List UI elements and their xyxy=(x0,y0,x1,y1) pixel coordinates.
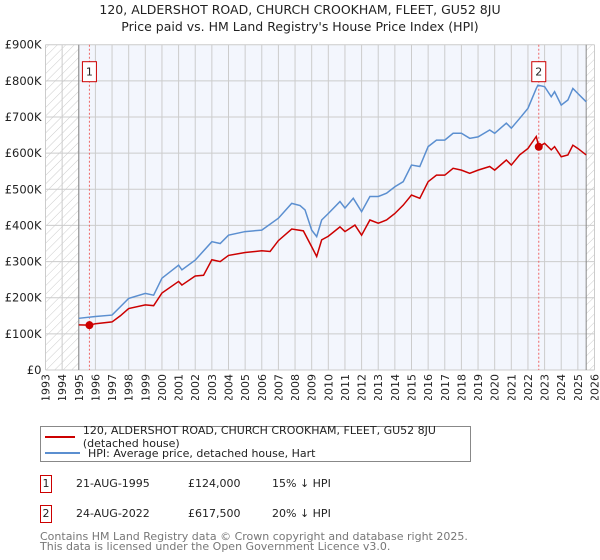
sale-badge: 2 xyxy=(40,505,52,523)
x-tick-label: 2018 xyxy=(455,374,468,400)
x-tick-label: 2009 xyxy=(306,374,319,400)
sale-date: 24-AUG-2022 xyxy=(76,507,150,520)
y-tick-label: £300K xyxy=(5,255,42,269)
x-tick-label: 2012 xyxy=(356,374,369,400)
property-price-line xyxy=(78,134,587,326)
y-tick-label: £800K xyxy=(5,74,42,88)
x-tick-label: 1994 xyxy=(56,374,69,400)
footer-licence: This data is licensed under the Open Gov… xyxy=(40,540,391,553)
legend: 120, ALDERSHOT ROAD, CHURCH CROOKHAM, FL… xyxy=(40,424,471,462)
x-tick-label: 2017 xyxy=(439,374,452,400)
y-tick-label: £500K xyxy=(5,182,42,196)
no-data-hatch-right xyxy=(586,44,595,370)
x-tick-label: 1993 xyxy=(40,374,53,400)
x-tick-label: 2010 xyxy=(322,374,335,400)
x-tick-label: 2002 xyxy=(189,374,202,400)
x-tick-label: 2020 xyxy=(489,374,502,400)
x-tick-label: 2013 xyxy=(372,374,385,400)
x-tick-label: 1997 xyxy=(106,374,119,400)
sale-badge: 1 xyxy=(40,475,52,493)
sale-annotation-box xyxy=(531,61,547,83)
sale-annotation-box xyxy=(81,61,97,83)
x-tick-label: 2015 xyxy=(406,374,419,400)
x-tick-label: 1999 xyxy=(139,374,152,400)
line-chart: 1993 1994 1995 1996 1997 1998 1999 2000 2001 2002… xyxy=(5,38,600,400)
x-tick-label: 2007 xyxy=(272,374,285,400)
sale-annotation-label: 1 xyxy=(86,66,93,79)
sale-date: 21-AUG-1995 xyxy=(76,477,150,490)
legend-item-hpi: HPI: Average price, detached house, Hart xyxy=(41,445,315,461)
sale-price: £124,000 xyxy=(188,477,241,490)
chart-subtitle: Price paid vs. HM Land Registry's House … xyxy=(121,19,479,34)
x-tick-label: 1996 xyxy=(89,374,102,400)
y-tick-label: £200K xyxy=(5,291,42,305)
x-tick-label: 2021 xyxy=(505,374,518,400)
x-tick-label: 1998 xyxy=(123,374,136,400)
x-tick-label: 2000 xyxy=(156,374,169,400)
y-tick-label: £400K xyxy=(5,218,42,232)
sale-point xyxy=(534,142,543,151)
x-tick-label: 2023 xyxy=(539,374,552,400)
sale-point xyxy=(85,321,94,330)
y-tick-label: £100K xyxy=(5,327,42,341)
sale-hpi-diff: 15% ↓ HPI xyxy=(272,477,331,490)
y-tick-label: £900K xyxy=(5,38,42,52)
x-tick-label: 2016 xyxy=(422,374,435,400)
legend-label: HPI: Average price, detached house, Hart xyxy=(88,446,316,460)
x-tick-label: 2024 xyxy=(555,374,568,400)
x-tick-label: 2006 xyxy=(256,374,269,400)
x-tick-label: 2008 xyxy=(289,374,302,400)
footer-copyright: Contains HM Land Registry data © Crown c… xyxy=(40,530,468,543)
x-tick-label: 2011 xyxy=(339,374,352,400)
sale-annotation-label: 2 xyxy=(535,66,542,79)
chart-title: 120, ALDERSHOT ROAD, CHURCH CROOKHAM, FL… xyxy=(99,2,501,17)
legend-swatch-blue xyxy=(45,452,80,454)
x-tick-label: 2022 xyxy=(522,374,535,400)
sale-row: 1 21-AUG-1995 £124,000 15% ↓ HPI xyxy=(40,475,440,493)
x-tick-label: 1995 xyxy=(73,374,86,400)
legend-swatch-red xyxy=(45,436,75,438)
sale-row: 2 24-AUG-2022 £617,500 20% ↓ HPI xyxy=(40,505,440,523)
sale-price: £617,500 xyxy=(188,507,241,520)
x-tick-label: 2014 xyxy=(389,374,402,400)
x-tick-label: 2005 xyxy=(239,374,252,400)
y-tick-label: £700K xyxy=(5,110,42,124)
sale-hpi-diff: 20% ↓ HPI xyxy=(272,507,331,520)
x-tick-label: 2001 xyxy=(173,374,186,400)
x-tick-label: 2025 xyxy=(572,374,585,400)
x-tick-label: 2026 xyxy=(589,374,600,400)
y-tick-label: £600K xyxy=(5,146,42,160)
legend-item-property: 120, ALDERSHOT ROAD, CHURCH CROOKHAM, FL… xyxy=(41,424,470,450)
data-range-background xyxy=(78,44,587,370)
x-tick-label: 2003 xyxy=(206,374,219,400)
hpi-line xyxy=(78,84,587,320)
y-tick-label: £0 xyxy=(27,363,42,377)
x-tick-label: 2019 xyxy=(472,374,485,400)
legend-label: 120, ALDERSHOT ROAD, CHURCH CROOKHAM, FL… xyxy=(82,424,436,450)
x-tick-label: 2004 xyxy=(223,374,236,400)
